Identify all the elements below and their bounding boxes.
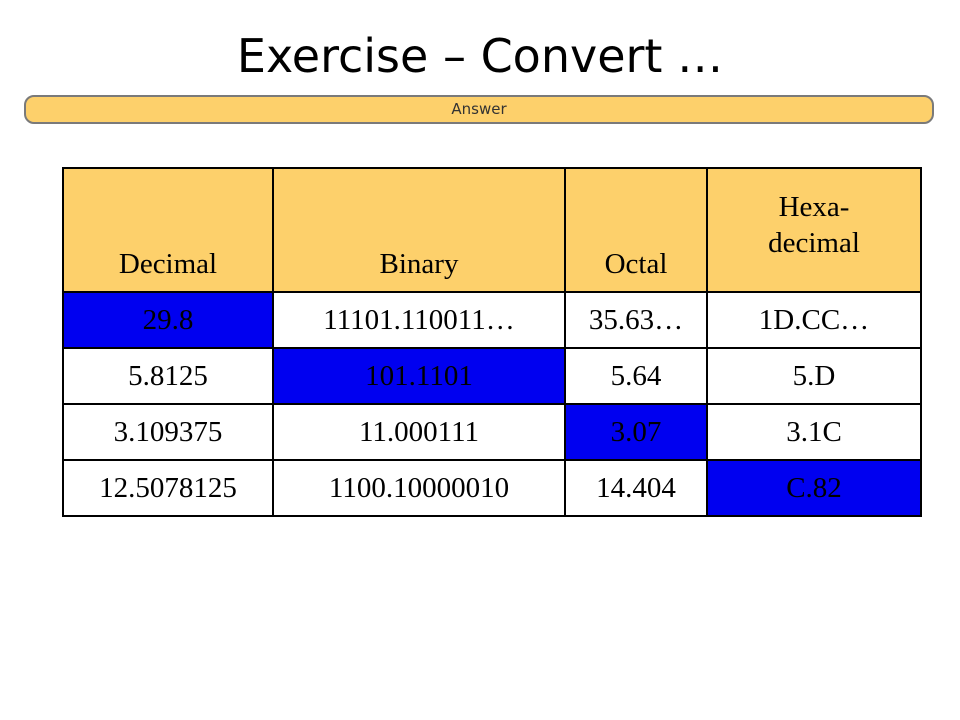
table-cell: 14.404 [564, 459, 708, 517]
table-cell: 5.64 [564, 347, 708, 405]
conversion-table: Decimal Binary Octal Hexa-decimal 29.8 1… [62, 167, 922, 517]
header-hexadecimal-text: Hexa-decimal [768, 191, 860, 259]
table-cell: 1D.CC… [706, 291, 922, 349]
given-value-cell: 3.07 [564, 403, 708, 461]
given-value-cell: 29.8 [62, 291, 274, 349]
given-value-cell: 101.1101 [272, 347, 566, 405]
table-cell: 35.63… [564, 291, 708, 349]
table-cell: 11.000111 [272, 403, 566, 461]
header-octal: Octal [564, 167, 708, 293]
header-decimal: Decimal [62, 167, 274, 293]
table-row: 3.109375 11.000111 3.07 3.1C [62, 403, 922, 461]
table-row: 12.5078125 1100.10000010 14.404 C.82 [62, 459, 922, 517]
table-cell: 5.D [706, 347, 922, 405]
table-cell: 11101.110011… [272, 291, 566, 349]
answer-button[interactable]: Answer [24, 95, 934, 124]
table-row: 29.8 11101.110011… 35.63… 1D.CC… [62, 291, 922, 349]
given-value-cell: C.82 [706, 459, 922, 517]
header-binary: Binary [272, 167, 566, 293]
slide-title: Exercise – Convert … [236, 29, 724, 83]
header-row: Decimal Binary Octal Hexa-decimal [62, 167, 922, 293]
table-cell: 5.8125 [62, 347, 274, 405]
table-cell: 12.5078125 [62, 459, 274, 517]
table-cell: 3.1C [706, 403, 922, 461]
table-cell: 3.109375 [62, 403, 274, 461]
table-cell: 1100.10000010 [272, 459, 566, 517]
header-hexadecimal: Hexa-decimal [706, 167, 922, 293]
table-row: 5.8125 101.1101 5.64 5.D [62, 347, 922, 405]
